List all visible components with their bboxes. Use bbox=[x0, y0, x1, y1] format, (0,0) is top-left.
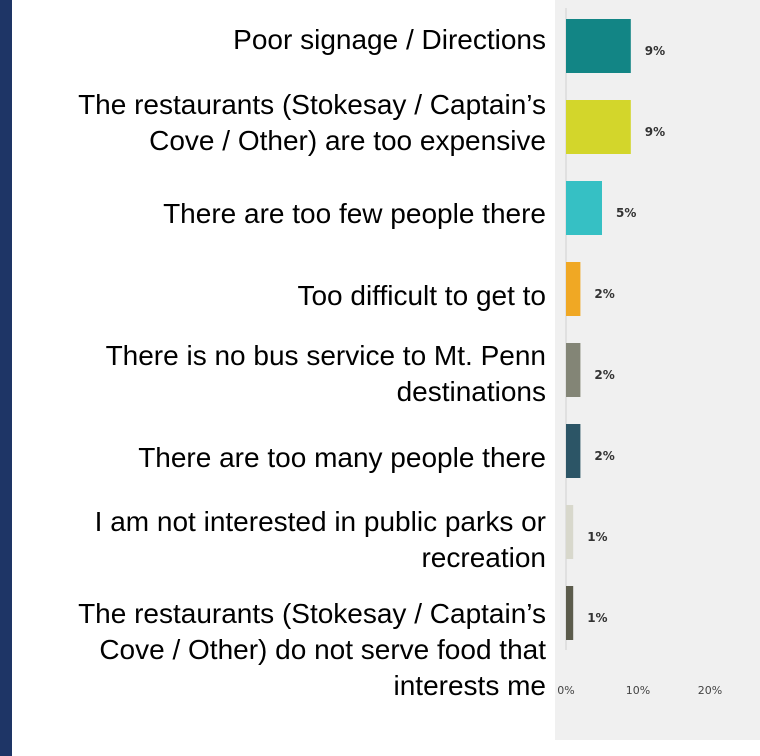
category-label: Poor signage / Directions bbox=[233, 24, 546, 55]
bar bbox=[566, 19, 631, 73]
data-label: 5% bbox=[616, 206, 636, 220]
data-label: 1% bbox=[587, 611, 607, 625]
data-label: 9% bbox=[645, 125, 665, 139]
category-label: There are too many people there bbox=[138, 442, 546, 473]
data-label: 9% bbox=[645, 44, 665, 58]
category-label: The restaurants (Stokesay / Captain’s Co… bbox=[78, 598, 546, 701]
data-label: 2% bbox=[594, 368, 614, 382]
category-label: There is no bus service to Mt. Penn dest… bbox=[105, 340, 546, 407]
bar bbox=[566, 262, 581, 316]
bar bbox=[566, 505, 574, 559]
bar bbox=[566, 181, 602, 235]
bar bbox=[566, 100, 631, 154]
bar bbox=[566, 343, 581, 397]
x-tick-label: 0% bbox=[557, 684, 574, 697]
category-label: Too difficult to get to bbox=[297, 280, 546, 311]
category-label: There are too few people there bbox=[163, 198, 546, 229]
category-label: I am not interested in public parks or r… bbox=[94, 506, 546, 573]
bar bbox=[566, 586, 574, 640]
bar bbox=[566, 424, 581, 478]
data-label: 2% bbox=[594, 287, 614, 301]
category-label: The restaurants (Stokesay / Captain’s Co… bbox=[78, 89, 546, 156]
x-tick-label: 10% bbox=[626, 684, 650, 697]
data-label: 2% bbox=[594, 449, 614, 463]
data-label: 1% bbox=[587, 530, 607, 544]
x-tick-label: 20% bbox=[698, 684, 722, 697]
